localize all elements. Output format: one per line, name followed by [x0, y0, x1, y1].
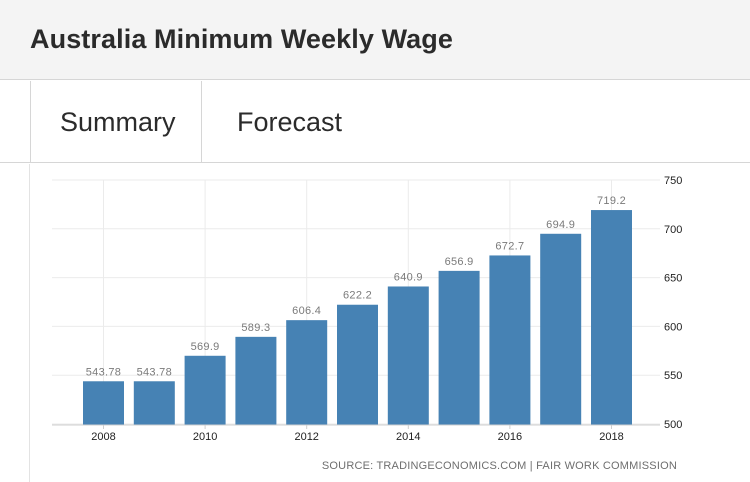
y-tick-label: 700 — [664, 224, 682, 236]
source-text: SOURCE: TRADINGECONOMICS.COM | FAIR WORK… — [322, 460, 677, 472]
page-title: Australia Minimum Weekly Wage — [30, 24, 454, 54]
value-label: 569.9 — [191, 341, 220, 353]
y-tick-label: 500 — [664, 419, 682, 431]
bar — [387, 286, 429, 425]
bar — [489, 255, 531, 425]
y-tick-label: 550 — [664, 370, 682, 382]
axis-layer: 500 550 600 650 700 750 2008 2010 2012 2014 2016 20… — [52, 175, 682, 443]
bar — [337, 304, 378, 425]
page-header: Australia Minimum Weekly Wage — [0, 0, 750, 80]
tab-forecast[interactable]: Forecast — [237, 107, 343, 137]
value-label: 543.78 — [86, 366, 121, 378]
y-tick-label: 750 — [664, 175, 682, 187]
bar-chart: 543.78 543.78 569.9 589.3 606.4 622.2 640.9 656… — [52, 175, 682, 472]
x-tick-label: 2016 — [498, 431, 522, 443]
bar — [286, 320, 328, 425]
bar — [438, 270, 480, 425]
bar-layer — [83, 210, 632, 425]
bar — [591, 210, 632, 425]
value-label: 656.9 — [445, 256, 474, 268]
bar — [83, 381, 124, 425]
value-label: 606.4 — [292, 305, 321, 317]
bar — [540, 233, 582, 425]
value-label: 622.2 — [343, 290, 372, 302]
tab-bar: Summary Forecast — [0, 81, 750, 163]
bar — [133, 381, 175, 425]
bar — [235, 336, 277, 425]
value-label-layer: 543.78 543.78 569.9 589.3 606.4 622.2 640.9 656… — [86, 195, 626, 378]
bar — [184, 355, 226, 425]
value-label: 589.3 — [241, 322, 270, 334]
x-tick-label: 2008 — [91, 431, 115, 443]
x-tick-label: 2010 — [193, 431, 217, 443]
value-label: 640.9 — [394, 271, 423, 283]
value-label: 719.2 — [597, 195, 626, 207]
tab-summary[interactable]: Summary — [30, 81, 202, 163]
value-label: 694.9 — [546, 219, 575, 231]
value-label: 672.7 — [495, 240, 524, 252]
y-tick-label: 600 — [664, 321, 682, 333]
y-tick-label: 650 — [664, 273, 682, 285]
value-label: 543.78 — [137, 366, 172, 378]
x-tick-label: 2012 — [294, 431, 318, 443]
x-tick-label: 2014 — [396, 431, 420, 443]
x-tick-label: 2018 — [599, 431, 623, 443]
chart-container: 543.78 543.78 569.9 589.3 606.4 622.2 640.9 656… — [29, 164, 750, 482]
